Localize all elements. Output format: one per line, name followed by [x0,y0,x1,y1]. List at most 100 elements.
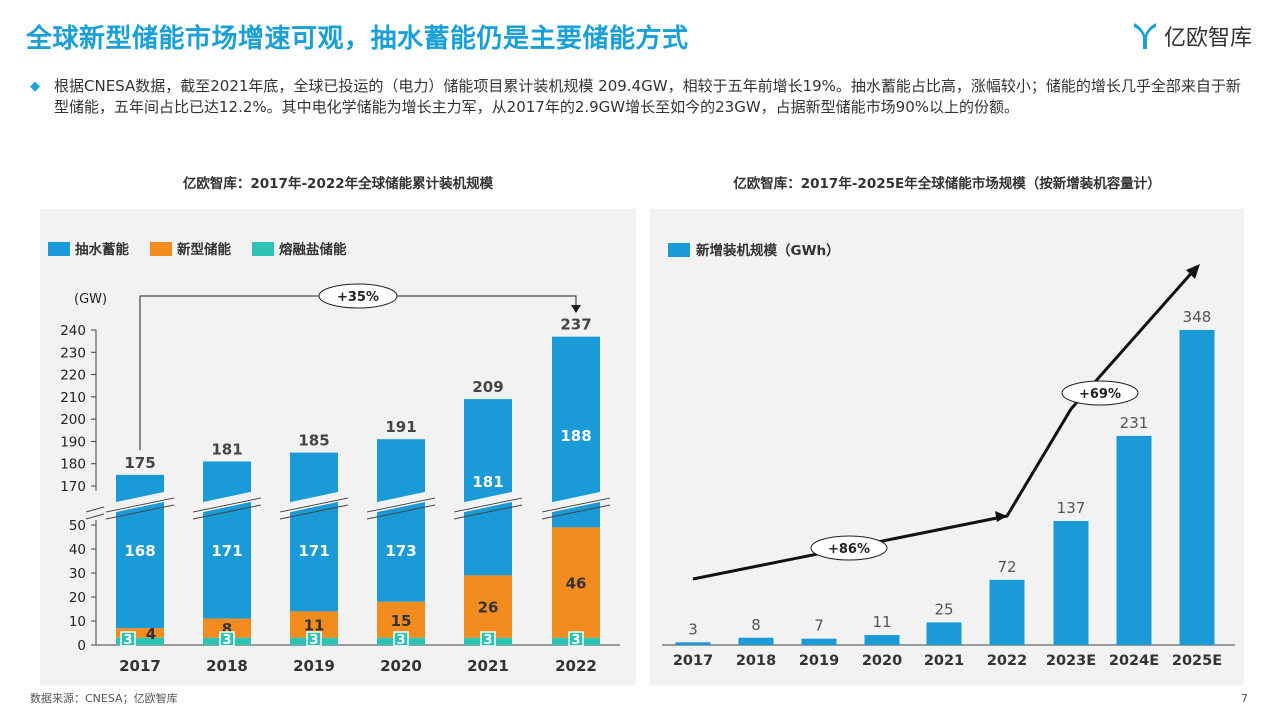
molten-salt-label-box [480,631,496,647]
bar-total-label: 175 [124,454,155,472]
bar [864,635,900,645]
new-storage-value-label: 4 [146,625,156,643]
new-storage-value-label: 46 [566,575,587,593]
bar-segment-molten-salt [116,637,164,645]
axis-break-line [541,497,611,513]
bar-total-label: 181 [211,440,242,458]
bar-value-label: 7 [814,617,824,635]
bar-total-label: 209 [472,378,503,396]
pumped-hydro-value-label: 171 [298,542,329,560]
y-tick-label: 190 [60,434,86,450]
pumped-hydro-value-label: 181 [472,473,503,491]
growth-badge [1061,380,1139,406]
legend-swatch [48,242,70,256]
growth-arrowhead [571,305,581,313]
right-chart-svg: 新增装机规模（GWh） 3 2017 8 2018 7 2019 11 2020 25 2021 72… [662,242,1235,669]
molten-salt-value-label: 3 [222,633,231,648]
legend-swatch [150,242,172,256]
y-tick-label: 30 [69,566,86,582]
molten-salt-value-label: 3 [123,633,132,648]
molten-salt-value-label: 3 [396,633,405,648]
molten-salt-label-box [219,631,235,647]
axis-break-line [105,497,175,513]
bar-value-label: 137 [1057,499,1086,517]
y-unit-label: (GW) [74,292,107,307]
bar-segment-new-storage [116,628,164,638]
bar-value-label: 72 [997,558,1016,576]
x-tick-label: 2024E [1109,653,1159,669]
x-tick-label: 2021 [924,653,964,669]
summary-text: 根据CNESA数据，截至2021年底，全球已投运的（电力）储能项目累计装机规模 … [54,77,1241,116]
bar-total-label: 185 [298,432,329,450]
pumped-hydro-value-label: 168 [124,542,155,560]
pumped-hydro-value-label: 171 [211,542,242,560]
bar-total-label: 237 [560,316,591,334]
y-tick-label: 180 [60,457,86,473]
y-tick-label: 200 [60,412,86,428]
logo-mark-icon [1133,23,1156,49]
y-tick-label: 10 [69,614,86,630]
legend-label: 新型储能 [177,241,231,258]
new-storage-value-label: 26 [478,599,499,617]
growth-annotation: +35% [337,290,379,305]
legend-swatch [668,243,690,257]
x-tick-label: 2022 [555,657,597,675]
y-axis-break-mark [85,513,105,520]
bar-segment-pumped-hydro [464,399,512,576]
left-chart-svg: 抽水蓄能 新型储能 熔融盐储能 (GW) 0 10 20 30 40 50 170 180 190 200… [48,241,620,675]
bar-total-label: 191 [385,418,416,436]
molten-salt-value-label: 3 [309,633,318,648]
y-tick-label: 50 [69,518,86,534]
y-tick-label: 240 [60,323,86,339]
axis-break-line [105,504,175,520]
y-tick-label: 40 [69,542,86,558]
legend-label: 新增装机规模（GWh） [696,242,840,259]
growth-badge [810,535,888,561]
growth-badge [318,283,398,309]
bar [1116,435,1152,645]
bar [738,637,774,645]
molten-salt-label-box [306,631,322,647]
x-tick-label: 2023E [1046,653,1096,669]
growth-annotation: +69% [1079,387,1121,402]
new-storage-value-label: 8 [222,620,232,638]
molten-salt-value-label: 3 [571,633,580,648]
x-tick-label: 2025E [1172,653,1222,669]
y-tick-label: 210 [60,390,86,406]
trend-arrowhead [1186,264,1200,279]
y-tick-label: 20 [69,590,86,606]
bar [1179,330,1215,645]
bar-segment-new-storage [464,575,512,638]
legend-label: 熔融盐储能 [279,241,347,258]
axis-break-line [192,497,262,513]
page-title: 全球新型储能市场增速可观，抽水蓄能仍是主要储能方式 [26,24,689,54]
x-tick-label: 2019 [293,657,335,675]
bar-segment-pumped-hydro [377,439,425,602]
data-source-note: 数据来源：CNESA；亿欧智库 [30,692,178,705]
growth-annotation: +86% [828,542,870,557]
bar [926,622,962,645]
bar-value-label: 11 [872,613,891,631]
axis-break-line [453,504,523,520]
molten-salt-label-box [568,631,584,647]
legend-swatch [252,242,274,256]
bar-segment-new-storage [552,527,600,638]
y-tick-label: 220 [60,368,86,384]
page-number: 7 [1241,692,1248,705]
brand-logo: 亿欧智库 [1132,20,1252,52]
bar [1053,520,1089,645]
bar-value-label: 25 [934,600,953,618]
bar-value-label: 348 [1183,308,1212,326]
new-storage-value-label: 15 [391,612,412,630]
x-tick-label: 2022 [987,653,1027,669]
molten-salt-label-box [120,631,136,647]
left-chart-title: 亿欧智库：2017年-2022年全球储能累计装机规模 [182,176,494,192]
x-tick-label: 2017 [119,657,161,675]
logo-text: 亿欧智库 [1163,26,1252,51]
axis-break-line [366,504,436,520]
bar-value-label: 8 [751,616,761,634]
bar-segment-pumped-hydro [290,452,338,612]
x-tick-label: 2019 [799,653,839,669]
y-tick-label: 0 [77,638,86,654]
right-chart-panel: 新增装机规模（GWh） 3 2017 8 2018 7 2019 11 2020 25 2021 72… [650,209,1244,685]
